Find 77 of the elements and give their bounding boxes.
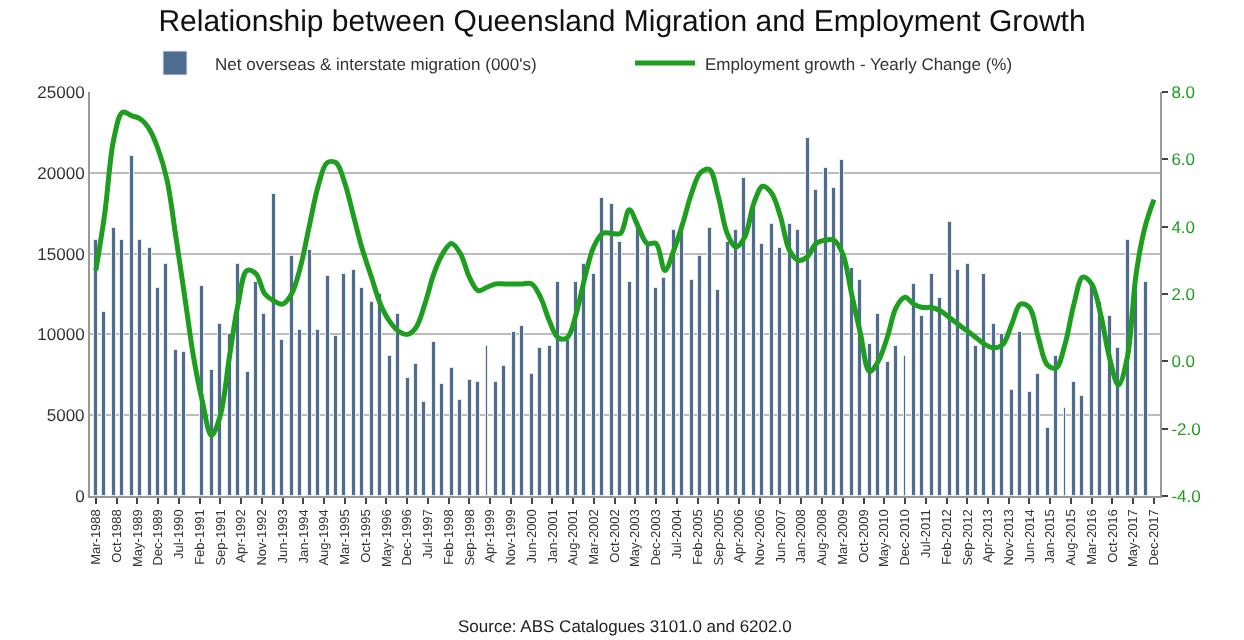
bar <box>823 167 828 496</box>
source-note: Source: ABS Catalogues 3101.0 and 6202.0 <box>458 616 793 636</box>
bar <box>147 247 152 496</box>
bar <box>475 381 480 496</box>
bar <box>965 263 970 496</box>
bar <box>537 347 542 496</box>
y-tick-label: 25000 <box>37 81 86 102</box>
bar <box>769 223 774 496</box>
bar <box>501 365 506 496</box>
y-tick-label: 0 <box>75 485 86 506</box>
y-tick-label: 20000 <box>37 162 86 183</box>
bar <box>795 229 800 496</box>
bar <box>581 263 586 496</box>
bar <box>511 331 516 496</box>
bar <box>679 223 684 496</box>
bar <box>289 255 294 496</box>
bar <box>271 193 276 496</box>
bar <box>991 323 996 496</box>
bar <box>645 245 650 496</box>
y-tick-label: 10000 <box>37 324 86 345</box>
bar <box>129 155 134 496</box>
bar <box>111 227 116 496</box>
bar <box>609 203 614 496</box>
bar <box>93 239 98 496</box>
bar <box>555 281 560 496</box>
y-tick-label: 5000 <box>46 405 86 426</box>
bar <box>307 249 312 496</box>
y2-tick-label: 2.0 <box>1171 283 1196 304</box>
bar <box>163 263 168 496</box>
bar <box>635 221 640 496</box>
bar <box>671 229 676 496</box>
bar <box>661 277 666 496</box>
line-series <box>93 109 1157 438</box>
bar <box>839 159 844 496</box>
bar <box>1053 355 1058 496</box>
y2-tick-label: 0.0 <box>1171 351 1196 372</box>
bar <box>787 223 792 496</box>
bar <box>697 255 702 496</box>
bar <box>911 283 916 496</box>
y-tick-label: 15000 <box>37 243 86 264</box>
y2-tick-label: 8.0 <box>1171 81 1196 102</box>
bar <box>395 313 400 496</box>
bar <box>599 197 604 496</box>
bar <box>893 345 898 496</box>
bar <box>413 363 418 496</box>
bar <box>1071 381 1076 496</box>
bar <box>707 227 712 496</box>
bar <box>377 293 382 496</box>
bar <box>351 269 356 496</box>
bar <box>929 273 934 496</box>
bar <box>369 301 374 496</box>
bar <box>519 325 524 496</box>
bar <box>1035 373 1040 496</box>
bar <box>981 273 986 496</box>
legend-label: Net overseas & interstate migration (000's) <box>215 53 537 74</box>
y2-tick-label: -4.0 <box>1171 485 1202 506</box>
bar <box>181 351 186 496</box>
y2-tick-label: 6.0 <box>1171 149 1196 170</box>
bar <box>1089 283 1094 496</box>
bar <box>253 281 258 496</box>
bar <box>741 177 746 496</box>
bar <box>467 379 472 496</box>
bar <box>341 273 346 496</box>
bar <box>431 341 436 496</box>
chart-title: Relationship between Queensland Migration and Employment Growth <box>158 4 1086 39</box>
y2-tick-label: 4.0 <box>1171 216 1196 237</box>
bar <box>173 349 178 496</box>
bar <box>1017 331 1022 496</box>
bar <box>325 275 330 496</box>
bar <box>805 137 810 496</box>
bar <box>947 221 952 496</box>
bar <box>875 313 880 496</box>
bar <box>1143 281 1148 496</box>
bar <box>751 207 756 496</box>
legend-label: Employment growth - Yearly Change (%) <box>705 53 1013 74</box>
y2-tick-label: -2.0 <box>1171 418 1202 439</box>
bar <box>449 367 454 496</box>
